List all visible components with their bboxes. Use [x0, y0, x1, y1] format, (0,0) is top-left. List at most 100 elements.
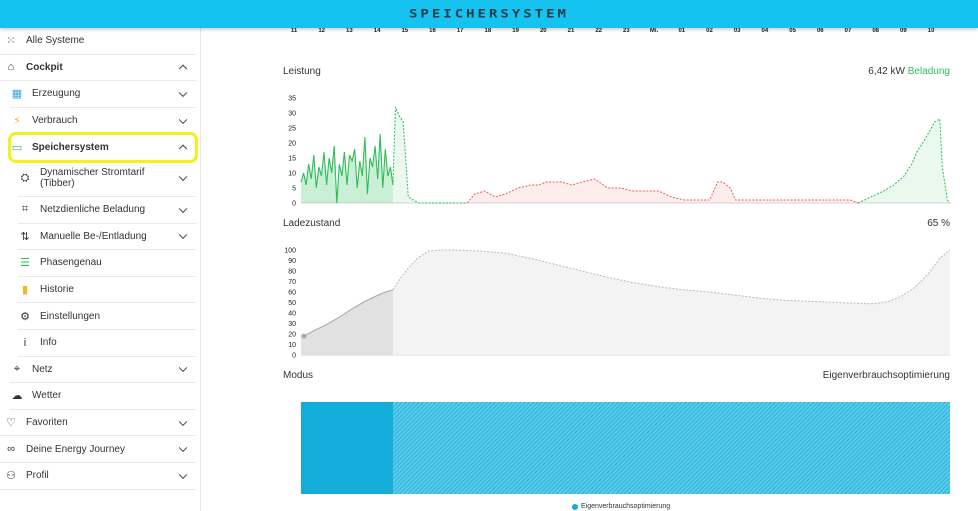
lightning-icon: ⚡ [13, 115, 21, 128]
sidebar-item-favoriten[interactable]: ♡ Favoriten [0, 410, 196, 437]
hour-label: 13 [346, 28, 353, 34]
charge-history-area [301, 134, 393, 203]
y-tick-label: 90 [288, 258, 296, 265]
hour-label: 18 [484, 28, 492, 34]
discharge-forecast-line [466, 178, 859, 204]
hour-label: 06 [816, 28, 824, 34]
grid-icon: ⁙ [6, 35, 16, 48]
weather-icon: ☁ [11, 390, 23, 403]
chevron-up-icon[interactable] [178, 64, 188, 74]
charge-forecast-line-late [857, 118, 951, 204]
top-bar: SPEICHERSYSTEM [0, 0, 978, 28]
up-down-arrows-icon: ⇅ [20, 230, 30, 243]
y-tick-label: 50 [288, 300, 296, 307]
sidebar-item-historie[interactable]: ▮ Historie [18, 277, 196, 304]
sidebar-item-manuelle-be-entladung[interactable]: ⇅ Manuelle Be-/Entladung [18, 224, 196, 251]
user-icon: ⚇ [6, 470, 16, 483]
sidebar-item-label: Netz [32, 363, 53, 375]
sidebar-item-verbrauch[interactable]: ⚡ Verbrauch [10, 108, 196, 135]
sidebar-item-info[interactable]: i Info [18, 330, 196, 357]
hour-label: 03 [733, 28, 741, 34]
y-tick-label: 15 [288, 156, 296, 163]
sidebar-item-label: Historie [40, 284, 74, 296]
y-tick-label: 10 [288, 342, 296, 349]
leistung-label: Leistung [283, 66, 321, 77]
leistung-power: 6,42 kW [868, 66, 905, 77]
battery-icon: ▭ [11, 141, 23, 154]
soc-chart: 0 10 20 30 40 50 60 70 80 90 100 [284, 248, 951, 360]
sidebar-item-profil[interactable]: ⚇ Profil [0, 463, 196, 490]
ladezustand-label: Ladezustand [283, 218, 341, 229]
tariff-icon: ⛭ [20, 171, 30, 184]
y-tick-label: 100 [284, 248, 296, 255]
hour-label: 12 [318, 28, 326, 34]
sidebar-item-label: Wetter [32, 390, 62, 402]
y-tick-label: 0 [292, 201, 296, 208]
chevron-down-icon[interactable] [178, 204, 188, 213]
sidebar-item-label: Netzdienliche Beladung [40, 204, 146, 216]
power-chart: 0 5 10 15 20 25 30 35 [288, 96, 951, 208]
list-icon: ☰ [20, 257, 30, 270]
y-tick-label: 35 [288, 96, 296, 103]
mode-chart [301, 402, 950, 494]
chevron-down-icon[interactable] [178, 470, 188, 479]
charge-history-line [300, 133, 394, 204]
sidebar-item-label: Erzeugung [32, 88, 81, 100]
hour-label: 04 [761, 28, 769, 34]
hour-label: 22 [595, 28, 603, 34]
sidebar-item-alle-systeme[interactable]: ⁙ Alle Systeme [0, 28, 196, 55]
sidebar-item-netzdienliche-beladung[interactable]: ⌗ Netzdienliche Beladung [18, 197, 196, 224]
mode-legend: Eigenverbrauchsoptimierung [572, 503, 670, 510]
sidebar-item-label: Phasengenau [40, 257, 102, 269]
charge-forecast-area-late [858, 119, 950, 203]
legend-dot [572, 503, 578, 510]
sidebar-item-netz[interactable]: ⌖ Netz [10, 357, 196, 384]
chevron-down-icon[interactable] [178, 173, 188, 182]
hour-label: 15 [401, 28, 409, 34]
leistung-status: Beladung [907, 66, 950, 77]
sidebar-item-label: Favoriten [26, 417, 68, 429]
sidebar-item-label: Profil [26, 470, 49, 482]
hour-label: 17 [456, 28, 464, 34]
y-tick-label: 20 [288, 141, 296, 148]
app-title: SPEICHERSYSTEM [408, 7, 569, 21]
sidebar-item-label: Verbrauch [32, 115, 78, 127]
soc-forecast-area [393, 250, 950, 355]
time-axis: 11 12 13 14 15 16 17 18 19 20 21 22 23 Mi. 01 02 03 04 05 0… [291, 28, 954, 38]
modus-value: Eigenverbrauchsoptimierung [822, 370, 950, 381]
hour-label: 08 [872, 28, 880, 34]
y-tick-label: 10 [288, 171, 296, 178]
charge-forecast-area [393, 107, 468, 203]
chevron-down-icon[interactable] [178, 230, 188, 240]
sidebar-item-cockpit[interactable]: ⌂ Cockpit [0, 55, 196, 82]
sidebar-item-deine-energy-journey[interactable]: ∞ Deine Energy Journey [0, 436, 196, 463]
hour-label: 05 [789, 28, 796, 34]
info-icon: i [23, 336, 27, 349]
power-pylon-icon: ⌖ [13, 362, 21, 375]
sidebar-item-wetter[interactable]: ☁ Wetter [10, 383, 196, 410]
chevron-down-icon[interactable] [178, 88, 188, 98]
grid-charging-icon: ⌗ [21, 203, 29, 216]
chevron-down-icon[interactable] [178, 443, 188, 453]
chevron-down-icon[interactable] [178, 115, 188, 124]
bar-chart-icon: ▮ [21, 284, 29, 297]
sidebar-item-erzeugung[interactable]: ▦ Erzeugung [10, 81, 196, 108]
sidebar-item-speichersystem[interactable]: ▭ Speichersystem [8, 132, 198, 163]
chevron-down-icon[interactable] [178, 363, 188, 373]
discharge-forecast-area [467, 179, 858, 203]
y-tick-label: 25 [288, 126, 296, 133]
hour-label: 14 [373, 28, 381, 34]
hour-label: 20 [539, 28, 547, 34]
sidebar-item-phasengenau[interactable]: ☰ Phasengenau [18, 250, 196, 277]
y-tick-label: 40 [288, 311, 296, 318]
y-tick-label: 30 [288, 111, 296, 118]
chevron-up-icon[interactable] [178, 144, 188, 154]
solar-panel-icon: ▦ [11, 88, 23, 101]
y-tick-label: 60 [288, 290, 296, 297]
y-tick-label: 20 [288, 332, 296, 339]
sidebar-item-dynamischer-stromtarif-tibber[interactable]: ⛭ Dynamischer Stromtarif (Tibber) [18, 161, 196, 197]
hour-label: 10 [927, 28, 935, 34]
chevron-down-icon[interactable] [178, 417, 188, 426]
hour-label: 23 [623, 28, 630, 34]
sidebar-item-einstellungen[interactable]: ⚙ Einstellungen [18, 303, 196, 330]
